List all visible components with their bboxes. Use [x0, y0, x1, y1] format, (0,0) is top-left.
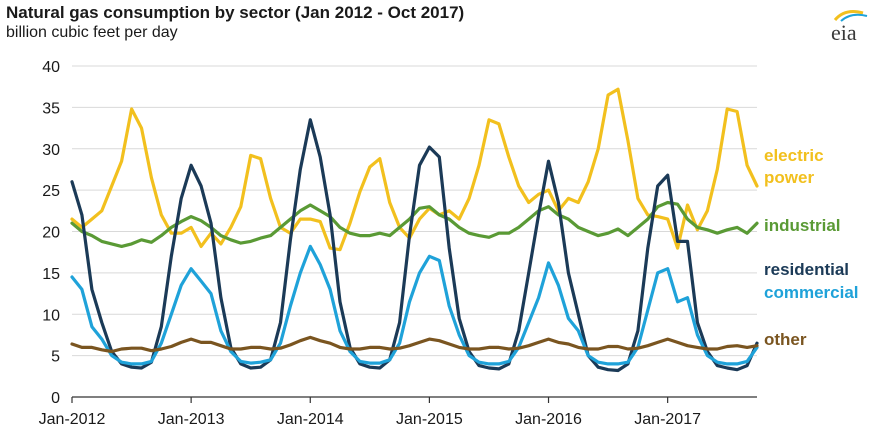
- eia-logo: eia: [829, 8, 873, 45]
- y-tick-label: 20: [42, 225, 60, 242]
- series-label-electric-power: electric: [764, 146, 824, 165]
- y-tick-label: 40: [42, 59, 60, 76]
- eia-logo-swoosh-icon: [833, 10, 868, 22]
- series-line-commercial: [70, 244, 759, 366]
- chart-subtitle: billion cubic feet per day: [6, 24, 178, 41]
- y-tick-label: 25: [42, 183, 60, 200]
- series-label-residential: residential: [764, 260, 849, 279]
- y-axis-ticks: 0 5 10 15 20 25 30 35 40: [42, 59, 60, 407]
- x-tick-label: Jan-2013: [158, 411, 225, 428]
- y-tick-label: 15: [42, 266, 60, 283]
- y-tick-label: 5: [51, 349, 60, 366]
- series-label-electric-power: power: [764, 168, 814, 187]
- y-tick-label: 30: [42, 142, 60, 159]
- series-label-industrial: industrial: [764, 216, 841, 235]
- x-tick-label: Jan-2012: [39, 411, 106, 428]
- series-label-other: other: [764, 330, 807, 349]
- x-tick-label: Jan-2017: [634, 411, 701, 428]
- series-line-residential: [70, 118, 759, 373]
- eia-logo-text: eia: [831, 20, 857, 45]
- series-label-commercial: commercial: [764, 283, 859, 302]
- x-tick-label: Jan-2016: [515, 411, 582, 428]
- y-tick-label: 0: [51, 390, 60, 407]
- series-labels: electric power industrial residential commer…: [764, 146, 859, 349]
- x-tick-label: Jan-2014: [277, 411, 344, 428]
- series-line-other: [70, 335, 759, 354]
- series-lines: [70, 87, 759, 373]
- x-tick-label: Jan-2015: [396, 411, 463, 428]
- series-line-industrial: [70, 200, 759, 248]
- y-tick-label: 35: [42, 100, 60, 117]
- chart-title: Natural gas consumption by sector (Jan 2…: [6, 3, 465, 22]
- series-line-electric-power: [70, 87, 759, 252]
- x-axis-ticks: Jan-2012 Jan-2013 Jan-2014 Jan-2015 Jan-2016…: [39, 397, 701, 428]
- y-tick-label: 10: [42, 307, 60, 324]
